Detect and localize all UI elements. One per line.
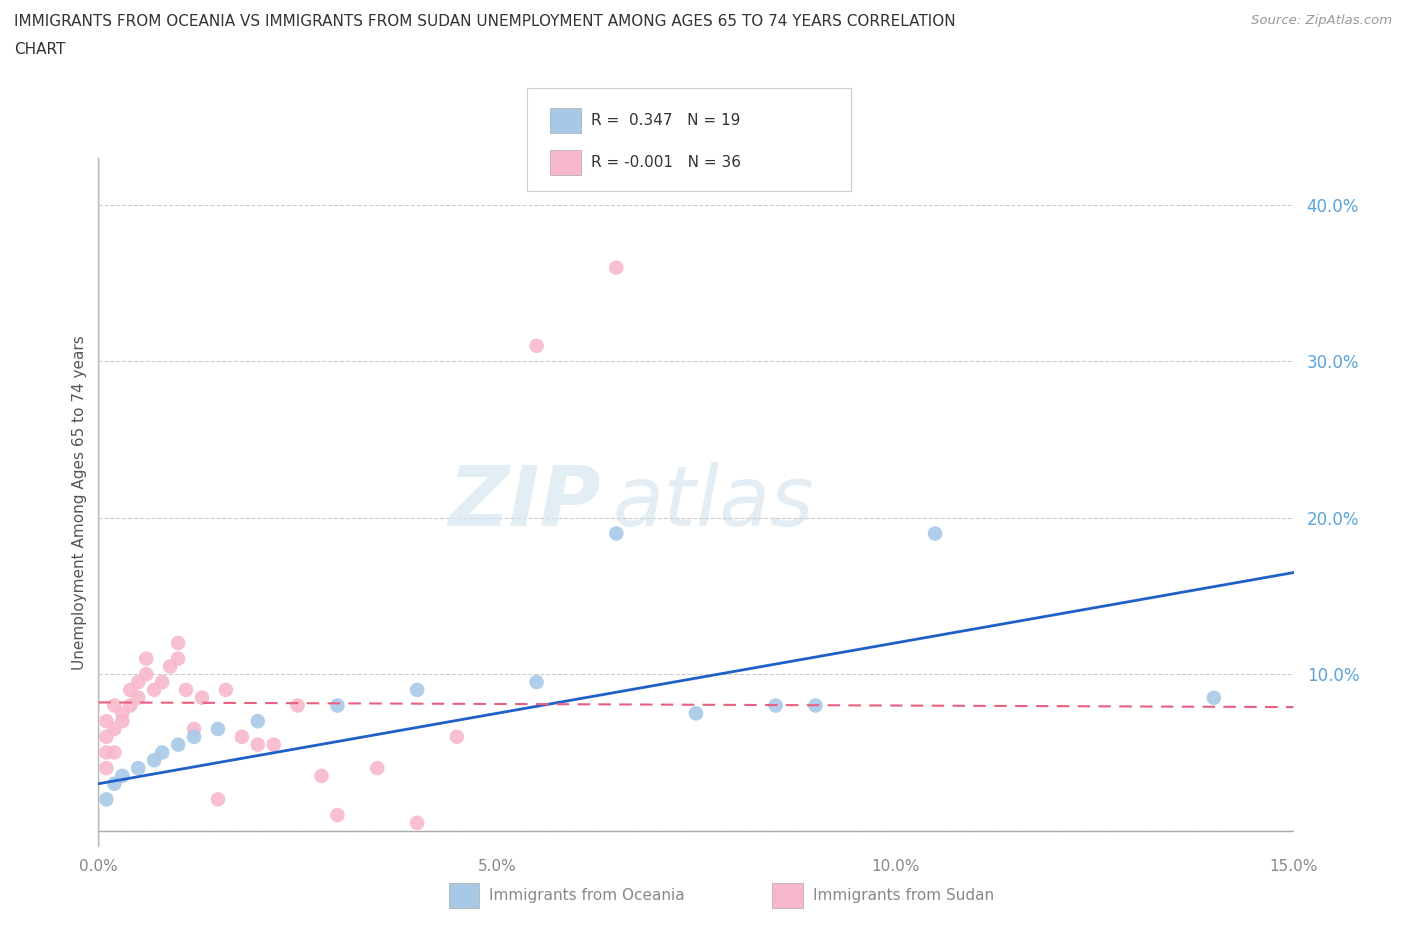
Point <box>685 706 707 721</box>
Point <box>246 713 269 728</box>
Point <box>207 792 229 807</box>
Text: R =  0.347   N = 19: R = 0.347 N = 19 <box>591 113 740 128</box>
Text: Immigrants from Sudan: Immigrants from Sudan <box>813 887 994 903</box>
Point <box>605 260 627 275</box>
Point <box>96 761 118 776</box>
Y-axis label: Unemployment Among Ages 65 to 74 years: Unemployment Among Ages 65 to 74 years <box>72 335 87 670</box>
Text: IMMIGRANTS FROM OCEANIA VS IMMIGRANTS FROM SUDAN UNEMPLOYMENT AMONG AGES 65 TO 7: IMMIGRANTS FROM OCEANIA VS IMMIGRANTS FR… <box>14 14 956 29</box>
Text: atlas: atlas <box>612 461 814 543</box>
Point <box>446 729 468 744</box>
Point <box>311 768 333 783</box>
Point <box>135 667 157 682</box>
Point <box>406 683 429 698</box>
Point <box>326 698 349 713</box>
Point <box>96 713 118 728</box>
Point <box>96 745 118 760</box>
Point <box>1202 690 1225 705</box>
Point <box>765 698 787 713</box>
Point <box>804 698 827 713</box>
Text: R = -0.001   N = 36: R = -0.001 N = 36 <box>591 155 741 170</box>
Point <box>127 690 149 705</box>
Point <box>167 651 190 666</box>
Text: Source: ZipAtlas.com: Source: ZipAtlas.com <box>1251 14 1392 27</box>
Point <box>96 792 118 807</box>
Text: CHART: CHART <box>14 42 66 57</box>
Point <box>103 722 125 737</box>
Point <box>263 737 285 752</box>
Point <box>150 674 173 689</box>
Point <box>135 651 157 666</box>
Point <box>103 777 125 791</box>
Point <box>143 683 166 698</box>
Point <box>111 768 134 783</box>
Point <box>127 674 149 689</box>
Point <box>924 526 946 541</box>
Point <box>207 722 229 737</box>
Point <box>167 635 190 650</box>
Point <box>231 729 253 744</box>
Point <box>183 729 205 744</box>
Point <box>526 339 548 353</box>
Point <box>127 761 149 776</box>
Point <box>120 683 142 698</box>
Point <box>167 737 190 752</box>
Text: ZIP: ZIP <box>447 461 600 543</box>
Point <box>96 729 118 744</box>
Point <box>526 674 548 689</box>
Point <box>366 761 388 776</box>
Point <box>246 737 269 752</box>
Point <box>191 690 214 705</box>
Point <box>159 659 181 674</box>
Point <box>120 698 142 713</box>
Point <box>143 753 166 768</box>
Point <box>150 745 173 760</box>
Point <box>174 683 197 698</box>
Point <box>183 722 205 737</box>
Point <box>326 807 349 822</box>
Point <box>605 526 627 541</box>
Point <box>103 745 125 760</box>
Point <box>406 816 429 830</box>
Point <box>111 706 134 721</box>
Text: Immigrants from Oceania: Immigrants from Oceania <box>489 887 685 903</box>
Point <box>215 683 238 698</box>
Point <box>287 698 309 713</box>
Point <box>111 713 134 728</box>
Point <box>103 698 125 713</box>
